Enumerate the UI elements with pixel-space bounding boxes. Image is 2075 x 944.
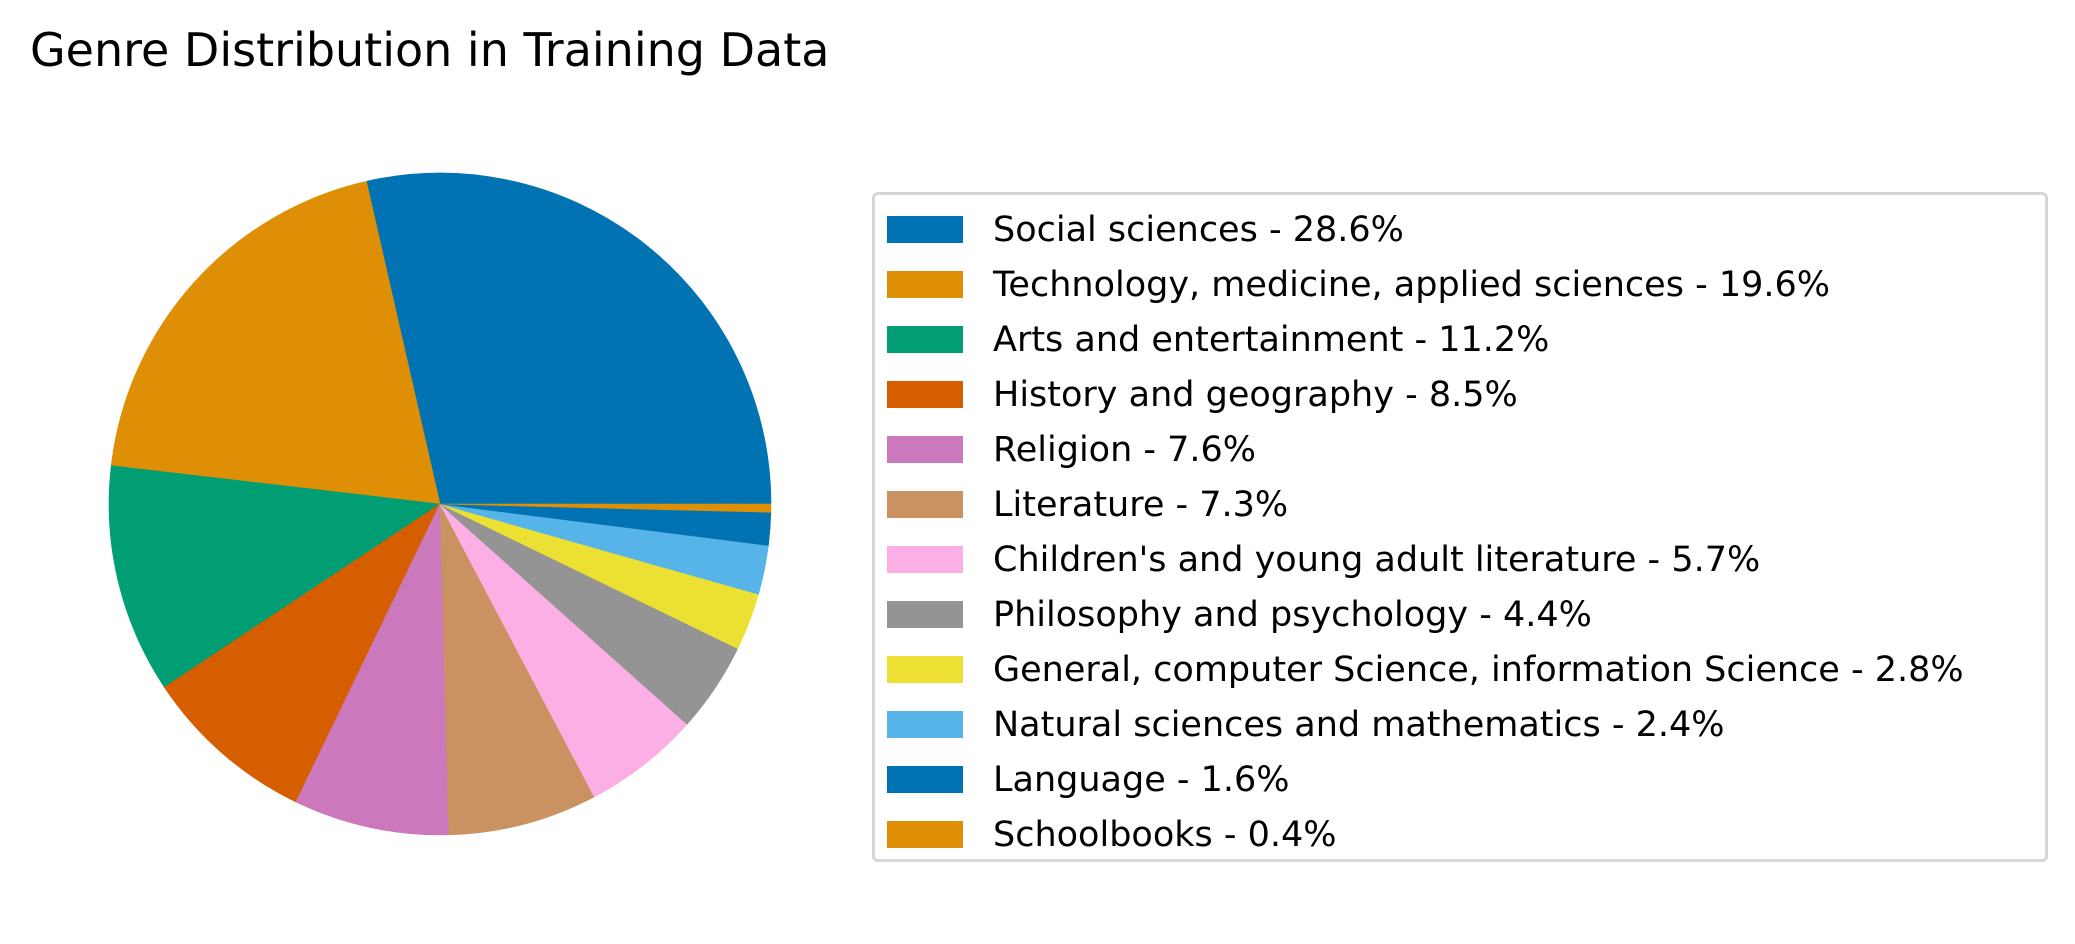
legend-label: Natural sciences and mathematics - 2.4% xyxy=(993,705,1725,745)
legend-item: Religion - 7.6% xyxy=(887,426,2037,474)
legend-label: Arts and entertainment - 11.2% xyxy=(993,320,1550,360)
legend-item: Arts and entertainment - 11.2% xyxy=(887,316,2037,364)
legend-label: General, computer Science, information S… xyxy=(993,650,1964,690)
legend-item: Literature - 7.3% xyxy=(887,481,2037,529)
legend-item: Language - 1.6% xyxy=(887,756,2037,804)
legend-label: Religion - 7.6% xyxy=(993,430,1257,470)
legend-label: Social sciences - 28.6% xyxy=(993,210,1404,250)
legend-swatch xyxy=(887,271,963,298)
legend-item: History and geography - 8.5% xyxy=(887,371,2037,419)
legend-item: General, computer Science, information S… xyxy=(887,646,2037,694)
pie-slice-3 xyxy=(163,503,441,803)
legend-swatch xyxy=(887,821,963,848)
legend-item: Schoolbooks - 0.4% xyxy=(887,811,2037,859)
pie-slice-5 xyxy=(439,503,595,836)
legend-label: Schoolbooks - 0.4% xyxy=(993,815,1337,855)
legend-swatch xyxy=(887,711,963,738)
legend-label: Literature - 7.3% xyxy=(993,485,1289,525)
legend-item: Social sciences - 28.6% xyxy=(887,206,2037,254)
legend-swatch xyxy=(887,656,963,683)
legend-item: Technology, medicine, applied sciences -… xyxy=(887,261,2037,309)
pie-slices xyxy=(108,172,772,836)
pie-slice-1 xyxy=(110,180,441,505)
legend-swatch xyxy=(887,491,963,518)
legend-label: Technology, medicine, applied sciences -… xyxy=(993,265,1831,305)
legend-item: Natural sciences and mathematics - 2.4% xyxy=(887,701,2037,749)
legend-label: History and geography - 8.5% xyxy=(993,375,1518,415)
legend-swatch xyxy=(887,326,963,353)
pie-slice-2 xyxy=(108,465,441,688)
legend-swatch xyxy=(887,216,963,243)
legend-swatch xyxy=(887,546,963,573)
legend-swatch xyxy=(887,766,963,793)
pie-slice-0 xyxy=(365,172,772,505)
legend-swatch xyxy=(887,601,963,628)
legend-label: Philosophy and psychology - 4.4% xyxy=(993,595,1592,635)
legend-label: Children's and young adult literature - … xyxy=(993,540,1761,580)
pie-slice-11 xyxy=(439,503,772,513)
legend-item: Philosophy and psychology - 4.4% xyxy=(887,591,2037,639)
legend-swatch xyxy=(887,381,963,408)
legend-item: Children's and young adult literature - … xyxy=(887,536,2037,584)
pie-slice-4 xyxy=(295,503,450,836)
legend: Social sciences - 28.6% Technology, medic… xyxy=(872,192,2048,862)
legend-swatch xyxy=(887,436,963,463)
legend-label: Language - 1.6% xyxy=(993,760,1290,800)
chart-title: Genre Distribution in Training Data xyxy=(30,23,830,77)
